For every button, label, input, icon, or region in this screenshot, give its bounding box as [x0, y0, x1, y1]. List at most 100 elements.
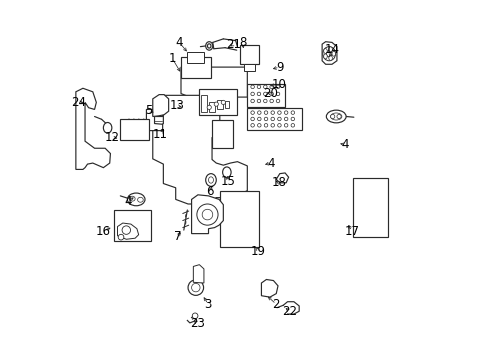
Text: 1: 1: [168, 52, 176, 65]
Ellipse shape: [325, 110, 346, 123]
Ellipse shape: [127, 193, 145, 206]
Text: 9: 9: [275, 60, 283, 73]
Text: 12: 12: [104, 131, 120, 144]
Polygon shape: [146, 109, 163, 131]
Text: 7: 7: [173, 230, 181, 243]
Bar: [352, 178, 387, 237]
Polygon shape: [191, 195, 223, 234]
Ellipse shape: [257, 111, 261, 114]
Polygon shape: [322, 42, 336, 64]
Bar: [217, 100, 223, 109]
Ellipse shape: [250, 111, 254, 114]
Ellipse shape: [336, 114, 341, 118]
Ellipse shape: [328, 55, 332, 60]
Ellipse shape: [208, 177, 213, 183]
Ellipse shape: [325, 50, 331, 57]
Ellipse shape: [221, 100, 225, 104]
Text: 11: 11: [153, 128, 168, 141]
Bar: [219, 190, 259, 247]
Ellipse shape: [331, 51, 335, 56]
Polygon shape: [193, 265, 203, 283]
Bar: [120, 118, 149, 140]
Text: 4: 4: [341, 138, 348, 151]
Ellipse shape: [276, 92, 279, 96]
Ellipse shape: [250, 117, 254, 121]
Text: 17: 17: [344, 225, 359, 238]
Ellipse shape: [264, 117, 267, 121]
Bar: [114, 210, 151, 241]
Bar: [247, 108, 302, 130]
Polygon shape: [152, 95, 247, 204]
Polygon shape: [276, 173, 288, 183]
Ellipse shape: [264, 123, 267, 127]
Text: 23: 23: [190, 318, 205, 330]
Ellipse shape: [192, 313, 198, 319]
Ellipse shape: [214, 102, 218, 106]
Bar: [208, 102, 214, 112]
Bar: [198, 89, 236, 115]
Text: 19: 19: [251, 245, 265, 258]
Ellipse shape: [276, 85, 279, 89]
Text: 3: 3: [204, 298, 211, 311]
Bar: [240, 45, 258, 64]
Text: 15: 15: [220, 175, 235, 188]
Ellipse shape: [137, 197, 143, 202]
Ellipse shape: [270, 111, 274, 114]
Ellipse shape: [263, 92, 266, 96]
Bar: [224, 101, 228, 108]
Text: 2: 2: [272, 298, 280, 311]
Ellipse shape: [330, 113, 341, 120]
Bar: [212, 120, 233, 148]
Ellipse shape: [118, 234, 123, 240]
Ellipse shape: [257, 85, 260, 89]
Ellipse shape: [263, 99, 266, 103]
Text: 6: 6: [206, 185, 214, 198]
Ellipse shape: [103, 122, 112, 133]
Ellipse shape: [250, 85, 254, 89]
Ellipse shape: [264, 111, 267, 114]
Ellipse shape: [284, 117, 287, 121]
Ellipse shape: [323, 54, 326, 59]
Ellipse shape: [250, 92, 254, 96]
Text: 8: 8: [239, 36, 246, 49]
Ellipse shape: [290, 111, 294, 114]
Ellipse shape: [284, 123, 287, 127]
Text: 14: 14: [324, 43, 339, 56]
Text: 13: 13: [169, 99, 184, 112]
Ellipse shape: [322, 47, 335, 61]
Text: 16: 16: [96, 225, 111, 238]
Ellipse shape: [197, 204, 218, 225]
Ellipse shape: [290, 117, 294, 121]
Ellipse shape: [277, 123, 281, 127]
Ellipse shape: [284, 111, 287, 114]
Text: 4: 4: [124, 195, 132, 208]
Ellipse shape: [257, 99, 260, 103]
Text: 21: 21: [226, 38, 241, 51]
Ellipse shape: [257, 117, 261, 121]
Ellipse shape: [270, 123, 274, 127]
Ellipse shape: [191, 283, 200, 292]
Ellipse shape: [323, 49, 326, 54]
Ellipse shape: [202, 209, 212, 220]
Polygon shape: [152, 95, 168, 117]
Ellipse shape: [250, 99, 254, 103]
Ellipse shape: [129, 196, 135, 201]
Ellipse shape: [277, 117, 281, 121]
Ellipse shape: [328, 47, 332, 52]
Ellipse shape: [205, 174, 216, 186]
Ellipse shape: [277, 111, 281, 114]
Ellipse shape: [269, 99, 273, 103]
Text: 4: 4: [266, 157, 274, 170]
Text: 20: 20: [263, 87, 278, 100]
Ellipse shape: [263, 85, 266, 89]
Ellipse shape: [269, 92, 273, 96]
Text: 18: 18: [271, 176, 286, 189]
Text: 10: 10: [271, 77, 286, 90]
Ellipse shape: [122, 226, 130, 234]
Text: 4: 4: [175, 36, 183, 49]
Ellipse shape: [205, 42, 212, 50]
Ellipse shape: [270, 117, 274, 121]
Bar: [247, 84, 285, 107]
Bar: [181, 57, 210, 78]
Ellipse shape: [250, 123, 254, 127]
